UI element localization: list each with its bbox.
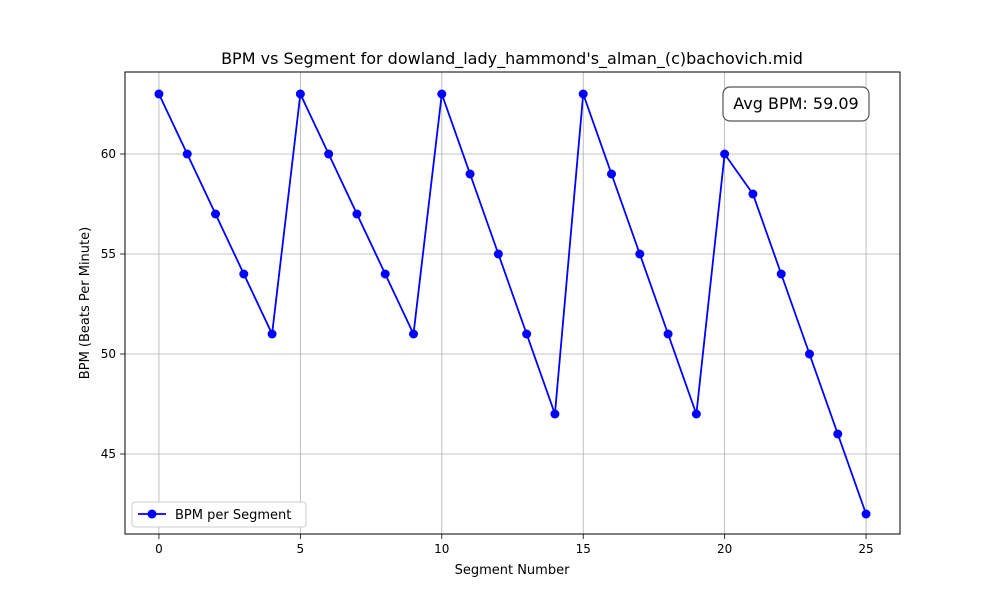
- data-point: [550, 409, 560, 419]
- avg-bpm-text: Avg BPM: 59.09: [733, 94, 858, 113]
- x-tick-label: 0: [155, 542, 163, 556]
- y-tick-label: 50: [101, 347, 116, 361]
- legend: BPM per Segment: [131, 501, 307, 528]
- y-axis-ticks: 45 50 55 60: [101, 147, 125, 461]
- data-point: [578, 89, 588, 99]
- y-tick-label: 55: [101, 247, 116, 261]
- x-tick-label: 15: [576, 542, 591, 556]
- data-point: [606, 169, 616, 179]
- data-point: [663, 329, 673, 339]
- chart-title: BPM vs Segment for dowland_lady_hammond'…: [221, 49, 803, 69]
- x-tick-label: 25: [858, 542, 873, 556]
- data-point: [267, 329, 277, 339]
- data-point: [522, 329, 532, 339]
- avg-bpm-box: [722, 86, 870, 122]
- grid-lines: [125, 72, 900, 534]
- y-tick-label: 60: [101, 147, 116, 161]
- y-axis-label: BPM (Beats Per Minute): [78, 227, 93, 379]
- data-point: [182, 149, 192, 159]
- data-point: [380, 269, 390, 279]
- data-point: [295, 89, 305, 99]
- y-tick-label: 45: [101, 447, 116, 461]
- data-point: [409, 329, 419, 339]
- data-point: [804, 349, 814, 359]
- data-point: [239, 269, 249, 279]
- series-line: [158, 93, 867, 515]
- x-tick-label: 10: [434, 542, 449, 556]
- series-layer: [154, 89, 871, 519]
- x-tick-label: 5: [297, 542, 305, 556]
- x-axis-ticks: 0 5 10 15 20 25: [155, 534, 874, 556]
- data-point: [833, 429, 843, 439]
- x-tick-label: 20: [717, 542, 732, 556]
- data-point: [748, 189, 758, 199]
- x-axis-label: Segment Number: [455, 563, 571, 578]
- data-point: [861, 509, 871, 519]
- data-point: [211, 209, 221, 219]
- legend-label: BPM per Segment: [175, 508, 291, 523]
- plot-frame: [124, 71, 901, 535]
- legend-marker-swatch: [147, 509, 157, 519]
- plot-background: [125, 72, 900, 534]
- data-point: [154, 89, 164, 99]
- data-point: [635, 249, 645, 259]
- data-point: [691, 409, 701, 419]
- data-point: [324, 149, 334, 159]
- data-point: [776, 269, 786, 279]
- data-point: [493, 249, 503, 259]
- legend-box: [131, 501, 307, 528]
- data-point: [720, 149, 730, 159]
- plot-area: [124, 71, 901, 535]
- data-point: [465, 169, 475, 179]
- data-point: [352, 209, 362, 219]
- data-point: [437, 89, 447, 99]
- avg-bpm-annotation: Avg BPM: 59.09: [722, 86, 870, 122]
